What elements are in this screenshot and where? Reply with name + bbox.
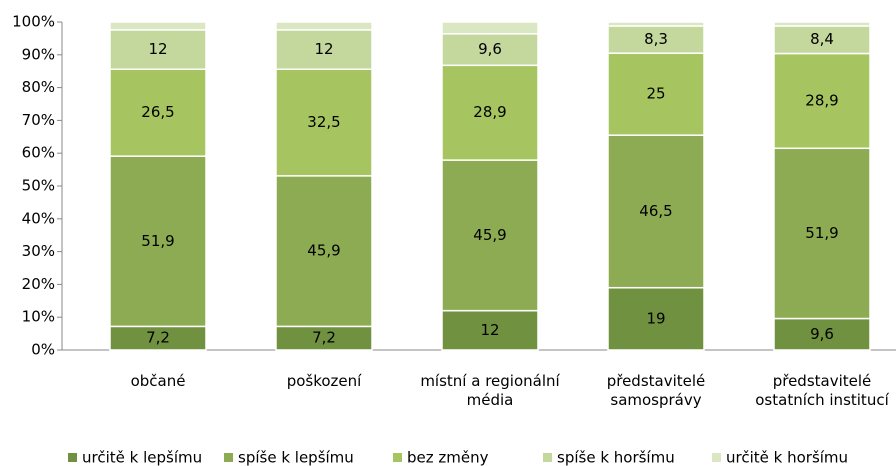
data-label: 28,9 [473, 103, 506, 121]
data-label: 32,5 [307, 113, 340, 131]
data-label: 51,9 [141, 232, 174, 250]
y-tick-label: 80% [22, 78, 55, 96]
legend-swatch [393, 453, 402, 462]
data-label: 26,5 [141, 103, 174, 121]
bar-segment [441, 21, 539, 35]
bar-segment [441, 64, 539, 161]
data-label: 9,6 [478, 40, 502, 58]
legend-swatch [712, 453, 721, 462]
data-label: 7,2 [146, 329, 170, 347]
legend-label: určitě k lepšímu [82, 449, 202, 466]
data-label: 12 [148, 40, 167, 58]
legend-swatch [543, 453, 552, 462]
legend-label: určitě k horšímu [726, 449, 848, 466]
bar-segment [441, 309, 539, 351]
bar-segment [275, 29, 373, 70]
data-label: 28,9 [805, 91, 838, 109]
data-label: 7,2 [312, 329, 336, 347]
y-tick-label: 70% [22, 111, 55, 129]
data-label: 45,9 [307, 242, 340, 260]
x-tick-label: představitelé ostatních institucí [755, 372, 889, 409]
x-tick-label: představitelé samosprávy [606, 372, 706, 409]
y-tick-label: 60% [22, 144, 55, 162]
bar-segment [109, 21, 207, 31]
x-tick-label: místní a regionální média [420, 372, 560, 409]
y-tick-label: 20% [22, 275, 55, 293]
bar-segment [441, 33, 539, 67]
legend-swatch [68, 453, 77, 462]
bar-segment [607, 52, 705, 136]
bar-segment [607, 134, 705, 289]
x-tick-label: občané [130, 372, 186, 390]
y-tick-label: 100% [12, 13, 55, 31]
data-label: 46,5 [639, 202, 672, 220]
data-label: 12 [314, 40, 333, 58]
bar-segment [607, 25, 705, 54]
legend-label: bez změny [407, 449, 489, 466]
data-label: 8,4 [810, 30, 834, 48]
legend-swatch [224, 453, 233, 462]
bar-segment [607, 21, 705, 27]
data-label: 9,6 [810, 325, 834, 343]
data-label: 51,9 [805, 224, 838, 242]
bar-segment [275, 21, 373, 31]
x-tick-label: poškození [286, 372, 362, 390]
y-tick-label: 10% [22, 308, 55, 326]
y-tick-label: 30% [22, 242, 55, 260]
bar-segment [773, 21, 871, 27]
legend-label: spíše k horšímu [557, 449, 675, 466]
data-label: 25 [646, 85, 665, 103]
data-label: 19 [646, 309, 665, 327]
y-tick-label: 0% [31, 341, 55, 359]
legend-label: spíše k lepšímu [238, 449, 354, 466]
bar-segment [773, 147, 871, 320]
bar-segment [773, 317, 871, 351]
data-label: 8,3 [644, 30, 668, 48]
bar-segment [441, 159, 539, 312]
bar-segment [109, 155, 207, 328]
y-tick-label: 50% [22, 177, 55, 195]
y-tick-label: 40% [22, 209, 55, 227]
data-label: 45,9 [473, 226, 506, 244]
bar-segment [109, 29, 207, 70]
data-label: 12 [480, 321, 499, 339]
y-tick-label: 90% [22, 45, 55, 63]
